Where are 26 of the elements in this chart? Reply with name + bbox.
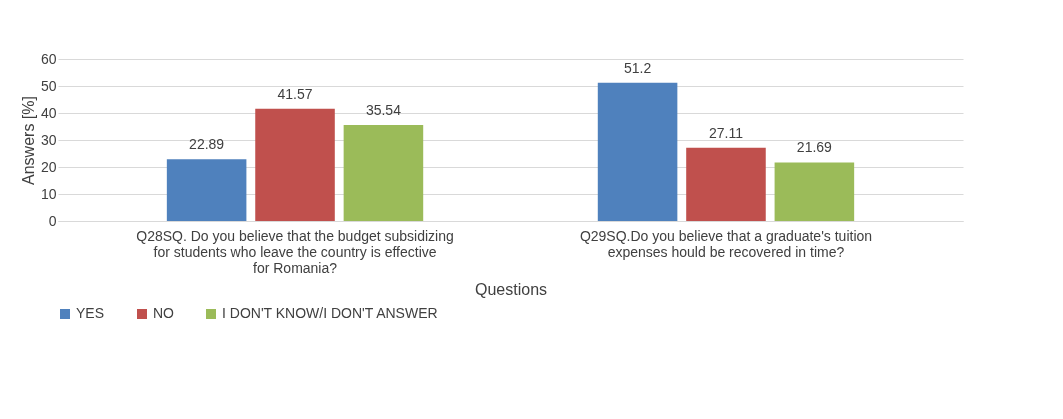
data-label: 21.69 (796, 139, 833, 156)
x-tick-label: Q29SQ.Do you believe that a graduate's tuition expenses hould be recovered in time? (579, 227, 873, 260)
y-tick-label: 20 (40, 158, 57, 175)
bar (774, 162, 855, 221)
data-label: 35.54 (365, 102, 402, 119)
legend-label: NO (153, 305, 175, 321)
y-tick-label: 40 (40, 104, 57, 121)
bar (343, 125, 424, 221)
legend-label: I DON'T KNOW/I DON'T ANSWER (222, 305, 438, 321)
y-tick-label: 50 (40, 77, 57, 94)
bar (686, 147, 766, 221)
bar (597, 82, 678, 221)
data-label: 41.57 (277, 85, 313, 102)
y-axis-title: Answers [%] (19, 96, 37, 185)
y-tick-label: 0 (48, 212, 57, 229)
y-tick-label: 10 (40, 185, 57, 202)
bar (255, 108, 335, 221)
bar (166, 159, 247, 221)
x-tick-label: Q28SQ. Do you believe that the budget subsidizing for students who leave the country is effective for Romania? (136, 227, 454, 276)
legend-label: YES (76, 305, 105, 321)
y-tick-label: 60 (40, 50, 57, 67)
data-label: 27.11 (708, 124, 744, 141)
data-label: 22.89 (189, 136, 225, 153)
x-axis-title: Questions (474, 280, 548, 298)
data-label: 51.2 (623, 59, 652, 76)
y-tick-label: 30 (40, 131, 57, 148)
